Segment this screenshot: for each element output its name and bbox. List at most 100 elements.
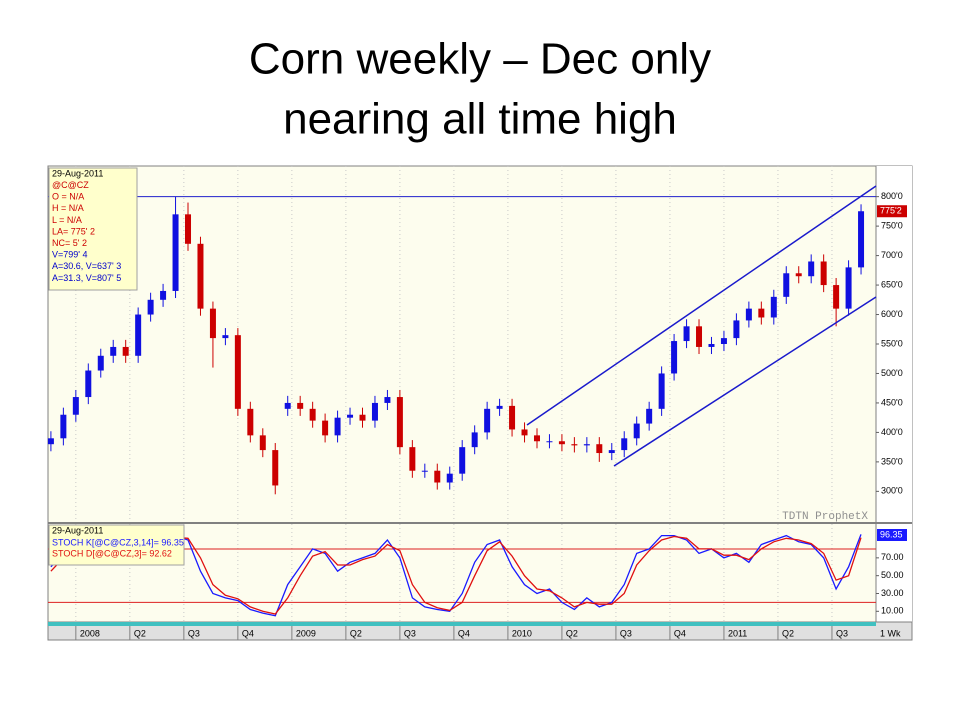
watermark: TDTN ProphetX <box>782 511 868 523</box>
candle-body <box>683 326 690 342</box>
candle-body <box>521 429 528 436</box>
candle-body <box>322 420 329 436</box>
candle-body <box>546 441 553 443</box>
y-tick-label: 600'0 <box>881 309 903 319</box>
stoch-legend-date: 29-Aug-2011 <box>52 525 103 535</box>
y-tick-label: 350'0 <box>881 456 903 466</box>
y-tick-label: 70.00 <box>881 552 904 562</box>
candle-body <box>671 341 678 374</box>
candle-body <box>259 435 266 451</box>
candle-body <box>421 470 428 472</box>
candle-body <box>745 308 752 321</box>
y-tick-label: 700'0 <box>881 250 903 260</box>
candle-body <box>197 243 204 309</box>
info-line: NC= 5' 2 <box>52 238 87 248</box>
candle-body <box>284 402 291 409</box>
candle-body <box>696 326 703 347</box>
x-tick-label: Q2 <box>782 628 794 638</box>
info-line: 29-Aug-2011 <box>52 168 103 178</box>
candle-body <box>858 211 865 268</box>
x-tick-label: Q3 <box>620 628 632 638</box>
candle-body <box>459 447 466 474</box>
x-tick-label: Q4 <box>242 628 254 638</box>
info-line: @C@CZ <box>52 180 89 190</box>
candle-body <box>72 397 79 415</box>
candle-body <box>110 346 117 356</box>
y-tick-label: 800'0 <box>881 191 903 201</box>
candle-body <box>758 308 765 318</box>
candle-body <box>47 438 54 445</box>
candle-body <box>646 408 653 424</box>
x-tick-label: Q3 <box>836 628 848 638</box>
candle-body <box>833 285 840 309</box>
candle-body <box>820 261 827 286</box>
candle-body <box>845 267 852 309</box>
y-tick-label: 500'0 <box>881 368 903 378</box>
candle-body <box>770 296 777 318</box>
candle-body <box>608 450 615 454</box>
x-tick-label: Q2 <box>566 628 578 638</box>
candle-body <box>234 335 241 409</box>
y-tick-label: 400'0 <box>881 427 903 437</box>
last-stoch-label: 96.35 <box>880 529 903 539</box>
x-tick-label: 2011 <box>728 628 747 638</box>
x-tick-label: 2010 <box>512 628 532 638</box>
info-box <box>48 167 138 291</box>
y-tick-label: 750'0 <box>881 220 903 230</box>
candle-body <box>160 290 167 300</box>
y-tick-label: 650'0 <box>881 279 903 289</box>
candle-body <box>172 214 179 291</box>
candle-body <box>783 273 790 297</box>
y-tick-label: 450'0 <box>881 397 903 407</box>
candle-body <box>371 402 378 421</box>
candle-body <box>621 438 628 451</box>
x-tick-label: Q2 <box>350 628 362 638</box>
candle-body <box>97 355 104 371</box>
candle-body <box>409 447 416 471</box>
candle-body <box>484 408 491 433</box>
time-axis-strip <box>48 622 876 626</box>
y-tick-label: 550'0 <box>881 338 903 348</box>
last-price-tag <box>877 205 907 218</box>
candle-body <box>446 473 453 483</box>
y-tick-label: 10.00 <box>881 606 904 616</box>
candle-body <box>583 444 590 446</box>
channel-lower <box>613 296 877 467</box>
y-tick-label: 30.00 <box>881 588 904 598</box>
candle-body <box>247 408 254 436</box>
candle-body <box>509 405 516 430</box>
candle-body <box>471 432 478 448</box>
candle-body <box>85 370 92 398</box>
candle-body <box>334 417 341 436</box>
candle-body <box>60 414 67 439</box>
last-stoch-tag <box>877 529 907 541</box>
candle-body <box>396 397 403 448</box>
info-line: O = N/A <box>52 192 84 202</box>
candle-body <box>496 405 503 409</box>
candle-body <box>571 444 578 446</box>
stoch-line <box>50 534 862 617</box>
price-axis-area <box>876 166 912 622</box>
candle-body <box>222 335 229 339</box>
candle-body <box>209 308 216 339</box>
x-tick-label: Q4 <box>674 628 686 638</box>
candle-body <box>808 261 815 277</box>
candle-body <box>533 435 540 442</box>
candle-body <box>309 408 316 421</box>
candle-body <box>359 414 366 421</box>
info-line: V=799' 4 <box>52 250 88 260</box>
x-tick-label: Q4 <box>458 628 470 638</box>
plot-layer <box>47 166 876 622</box>
title-line: nearing all time high <box>283 95 677 144</box>
candle-body <box>596 444 603 454</box>
legend-entry: STOCH K[@C@CZ,3,14]= 96.35 <box>52 537 184 547</box>
info-line: H = N/A <box>52 203 84 213</box>
legend-entry: STOCH D[@C@CZ,3]= 92.62 <box>52 548 172 558</box>
candle-body <box>384 397 391 403</box>
candle-body <box>434 470 441 483</box>
chart-frame <box>47 165 913 641</box>
last-price-label: 775'2 <box>880 206 902 216</box>
candle-body <box>733 320 740 339</box>
channel-upper <box>526 185 877 426</box>
